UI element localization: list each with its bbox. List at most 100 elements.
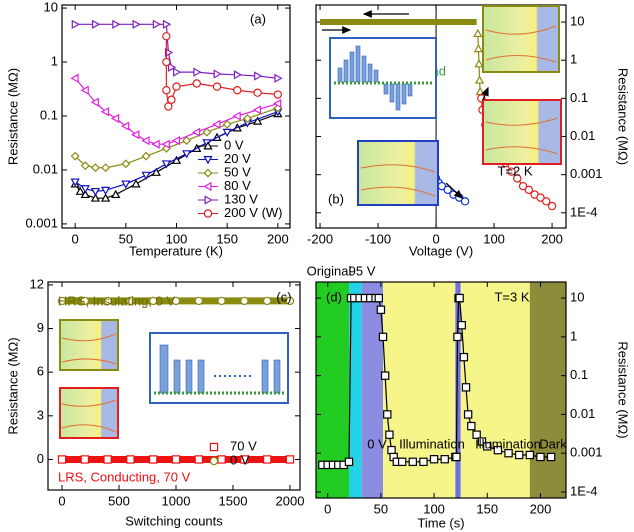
legend-marker [203,156,213,165]
panel: 0 500 1000 1500 2000 0 3 6 9 12 Switching counts Re… [5,276,304,528]
point [100,186,111,196]
point [80,296,90,306]
point [111,189,121,199]
point [161,160,171,169]
legend-label: 20 V [224,151,251,166]
point [217,296,226,306]
inset-band-edge [485,25,557,63]
point [80,189,90,199]
plot-frame [315,281,567,499]
point [222,119,232,129]
point [240,296,249,306]
point [173,67,182,77]
annotation: 0 V [367,436,387,451]
x-axis-label: Voltage (V) [409,243,473,258]
x-tick-label: 100 [483,231,505,246]
legend-label: 80 V [224,178,251,193]
series-group [57,296,295,464]
point [152,19,162,29]
legend-marker [209,442,219,452]
point [376,305,386,314]
point [213,69,222,79]
y-tick-label: 0.01 [570,128,595,143]
point [172,82,181,91]
point [507,167,516,176]
y-tick-label: 6 [37,364,44,379]
point [131,179,141,188]
legend-label: 200 V (W) [224,205,283,220]
x-tick-label: 200 [530,501,552,516]
point [254,71,263,81]
point [100,107,110,117]
x-tick-label: 150 [476,501,498,516]
plot-frame [47,281,301,491]
y-tick-label: 9 [37,320,44,335]
x-tick-label: 0 [324,501,331,516]
point [475,86,485,96]
annotation: Dark [539,436,567,451]
point [477,437,487,446]
inset-pulses [159,344,281,394]
point [273,90,283,99]
point [161,139,170,149]
point [385,430,394,439]
inset-band-edge [61,399,117,433]
y-tick-label: 10 [570,13,584,28]
annotation: Original [307,263,352,278]
x-tick-label: 100 [423,501,445,516]
inset-band [482,99,562,165]
point [217,455,226,464]
point [440,455,449,464]
point [167,95,176,104]
region [455,282,461,498]
y-tick-label: 0.1 [570,367,588,382]
point [202,127,212,137]
point [70,178,80,187]
point [344,457,354,467]
series-line [165,36,278,109]
point [513,174,522,183]
point [380,371,390,380]
x-axis-label: Time (s) [417,515,464,530]
point [285,296,295,306]
point [151,167,161,176]
y-tick-label: 1 [51,53,58,68]
point [222,128,232,138]
point [131,130,140,140]
point [151,139,160,149]
point [262,296,272,306]
series-line [74,77,279,145]
region [348,282,362,498]
point [141,135,150,146]
point [459,352,469,362]
point [252,105,262,115]
point [524,185,534,195]
plot-frame [61,4,291,229]
point [536,193,545,202]
point [112,19,121,29]
point [100,193,111,202]
point [461,383,471,392]
annotation: T=3 K [494,289,529,304]
annotation: Illumination [475,436,541,451]
point [90,163,100,173]
point [121,121,130,131]
point [141,171,151,181]
annotation: (c) [276,289,291,304]
point [387,445,396,455]
point [483,442,492,451]
y-tick-label: 0.001 [570,445,603,460]
point [182,150,192,159]
plot-frame [315,4,567,229]
point [460,197,470,206]
y-tick-label: 12 [30,276,44,291]
y-tick-label: 0.1 [570,90,588,105]
point [518,181,528,191]
point [429,455,439,464]
y-tick-label: 1E-4 [570,483,597,498]
point [262,455,272,464]
x-tick-label: 200 [267,231,289,246]
y-tick-label: 0.1 [40,107,58,122]
y-tick-label: 10 [44,0,58,15]
annotation: (d) [326,289,342,304]
